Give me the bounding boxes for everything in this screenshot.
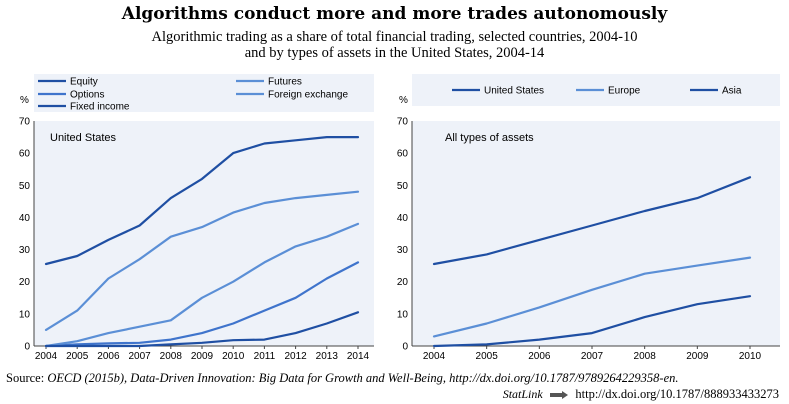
- chart-title: Algorithms conduct more and more trades …: [121, 4, 668, 24]
- us-ytick-0: 0: [24, 342, 30, 353]
- all-series-line-united-states: [432, 176, 752, 266]
- us-series-line-options: [44, 261, 360, 348]
- all-panel-label: All types of assets: [445, 132, 534, 144]
- us-ytick-50: 50: [19, 181, 31, 192]
- all-series-line-europe: [432, 256, 752, 338]
- chart-subtitle-line-1: Algorithmic trading as a share of total …: [151, 29, 638, 45]
- us-xtick-2008: 2008: [160, 351, 183, 362]
- all-ytick-20: 20: [397, 277, 409, 288]
- us-xtick-2005: 2005: [66, 351, 89, 362]
- us-xtick-2007: 2007: [128, 351, 151, 362]
- statlink-logo-icon: [550, 390, 569, 399]
- all-ytick-50: 50: [397, 181, 409, 192]
- us-xtick-2011: 2011: [254, 351, 276, 362]
- all-series-line-asia: [432, 295, 752, 348]
- all-xtick-2005: 2005: [476, 351, 499, 362]
- all-legend-label-0: United States: [484, 86, 544, 97]
- all-legend-label-2: Asia: [722, 86, 742, 97]
- us-panel-label: United States: [50, 132, 117, 144]
- us-series-line-equity: [44, 136, 360, 266]
- us-xtick-2013: 2013: [316, 351, 339, 362]
- us-legend-label-2: Options: [70, 90, 104, 101]
- all-legend-label-1: Europe: [608, 86, 641, 97]
- all-ytick-10: 10: [397, 309, 409, 320]
- all-xtick-2007: 2007: [581, 351, 604, 362]
- us-xtick-2012: 2012: [284, 351, 307, 362]
- us-ytick-70: 70: [19, 117, 31, 128]
- us-ytick-30: 30: [19, 245, 31, 256]
- us-series-line-futures: [44, 190, 360, 331]
- all-xtick-2009: 2009: [686, 351, 709, 362]
- all-ytick-40: 40: [397, 213, 409, 224]
- all-ytick-0: 0: [402, 342, 408, 353]
- us-plot-background: [34, 121, 374, 346]
- all-xtick-2004: 2004: [423, 351, 446, 362]
- chart-subtitle-line-2: and by types of assets in the United Sta…: [244, 45, 545, 61]
- us-xtick-2006: 2006: [97, 351, 120, 362]
- statlink[interactable]: StatLink http://dx.doi.org/10.1787/88893…: [503, 387, 779, 402]
- us-legend-label-0: Equity: [70, 77, 98, 88]
- all-ytick-70: 70: [397, 117, 409, 128]
- source-note: Source: OECD (2015b), Data-Driven Innova…: [6, 371, 679, 386]
- source-label: Source:: [6, 371, 45, 385]
- us-ytick-60: 60: [19, 149, 31, 160]
- us-series-line-fixed-income: [44, 311, 360, 348]
- us-xtick-2004: 2004: [35, 351, 58, 362]
- us-legend-label-3: Foreign exchange: [268, 90, 348, 101]
- source-citation: OECD (2015b), Data-Driven Innovation: Bi…: [47, 371, 679, 385]
- us-xtick-2009: 2009: [191, 351, 214, 362]
- us-xtick-2010: 2010: [222, 351, 245, 362]
- all-plot-background: [412, 121, 780, 346]
- us-ytick-20: 20: [19, 277, 31, 288]
- all-xtick-2008: 2008: [634, 351, 657, 362]
- us-ylabel: %: [20, 95, 29, 106]
- us-series-line-foreign-exchange: [44, 222, 360, 348]
- statlink-brand: StatLink: [502, 387, 543, 401]
- us-ytick-10: 10: [19, 309, 31, 320]
- all-ytick-30: 30: [397, 245, 409, 256]
- statlink-url[interactable]: http://dx.doi.org/10.1787/888933433273: [575, 387, 779, 401]
- all-xtick-2010: 2010: [739, 351, 762, 362]
- all-xtick-2006: 2006: [528, 351, 551, 362]
- us-legend-background: [34, 74, 374, 112]
- all-ytick-60: 60: [397, 149, 409, 160]
- us-legend-label-1: Futures: [268, 77, 302, 88]
- us-ytick-40: 40: [19, 213, 31, 224]
- all-ylabel: %: [399, 95, 408, 106]
- us-legend-label-4: Fixed income: [70, 102, 130, 113]
- us-xtick-2014: 2014: [347, 351, 370, 362]
